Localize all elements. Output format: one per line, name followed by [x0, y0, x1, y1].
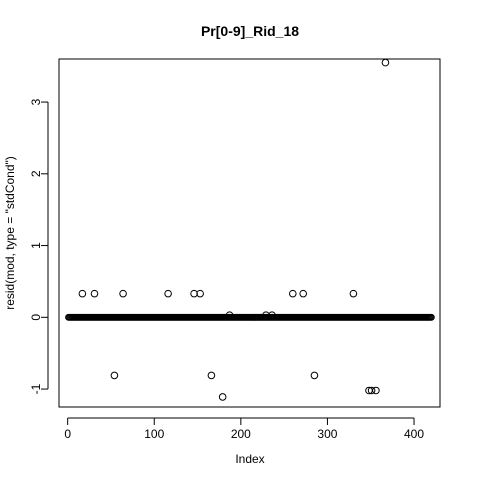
- data-point: [349, 289, 358, 298]
- data-point: [288, 289, 297, 298]
- x-tick-label: 400: [404, 427, 424, 441]
- x-tick-label: 300: [317, 427, 337, 441]
- data-point: [262, 311, 270, 319]
- y-tick-label: 3: [29, 98, 43, 105]
- data-point: [164, 289, 172, 298]
- x-axis: 0 100 200 300 400: [64, 417, 424, 441]
- x-axis-label: Index: [235, 452, 264, 466]
- baseline-points: [65, 313, 435, 321]
- data-point: [190, 289, 198, 298]
- data-point: [225, 311, 234, 319]
- x-tick-label: 100: [144, 427, 164, 441]
- data-point: [110, 371, 119, 380]
- chart-title: Pr[0-9]_Rid_18: [201, 23, 299, 39]
- data-point: [268, 311, 276, 319]
- data-point: [299, 289, 307, 298]
- y-tick-label: 0: [29, 314, 43, 321]
- data-point: [218, 393, 227, 401]
- y-axis-label: resid(mod, type = "stdCond"): [3, 156, 17, 310]
- data-point: [196, 289, 204, 298]
- plot-frame: [58, 58, 441, 408]
- y-tick-label: 1: [29, 242, 43, 249]
- data-point: [78, 289, 87, 298]
- data-point: [381, 58, 390, 67]
- data-point: [310, 371, 319, 380]
- y-tick-label: -1: [29, 383, 43, 394]
- outlier-points: [78, 58, 390, 401]
- data-point: [119, 289, 127, 298]
- x-tick-label: 200: [231, 427, 251, 441]
- data-point: [207, 371, 216, 380]
- data-point: [372, 386, 380, 395]
- y-axis: -1 0 1 2 3: [29, 98, 49, 394]
- data-point: [90, 289, 99, 298]
- y-tick-label: 2: [29, 170, 43, 177]
- data-point: [427, 313, 435, 321]
- data-point: [367, 386, 376, 395]
- x-tick-label: 0: [64, 427, 71, 441]
